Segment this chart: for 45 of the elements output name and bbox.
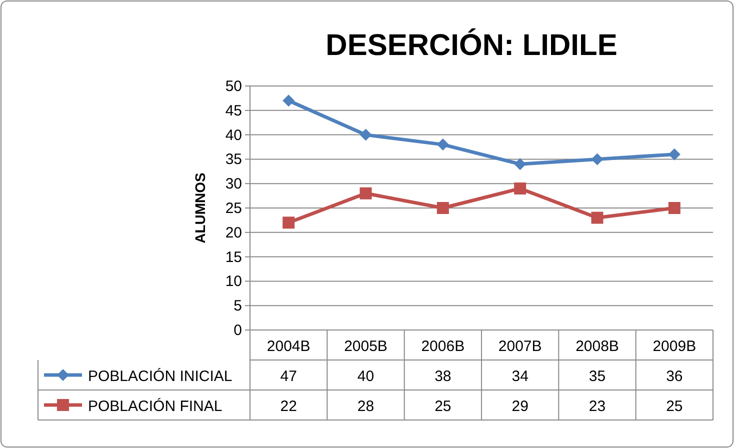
x-tick-label: 2006B [421, 338, 465, 355]
y-tick-label: 45 [225, 102, 242, 120]
data-label: 35 [588, 368, 606, 385]
x-tick-label: 2004B [266, 338, 310, 355]
data-label: 36 [666, 368, 683, 385]
data-label: 28 [357, 398, 374, 415]
point [668, 202, 680, 214]
point [514, 158, 526, 170]
x-tick-label: 2005B [344, 338, 388, 355]
legend-label: POBLACIÓN INICIAL [88, 367, 232, 385]
y-axis-title: ALUMNOS [192, 172, 208, 244]
y-tick-label: 0 [234, 322, 242, 339]
data-label: 25 [434, 398, 452, 415]
y-tick-label: 5 [234, 298, 242, 315]
x-tick-label: 2009B [652, 338, 696, 355]
point [282, 94, 295, 107]
data-label: 29 [512, 398, 528, 415]
point [591, 212, 604, 224]
point [436, 138, 449, 151]
point [591, 153, 604, 166]
y-tick-label: 40 [225, 126, 242, 144]
y-tick-label: 15 [225, 248, 242, 266]
data-label: 23 [588, 398, 606, 415]
data-label: 22 [280, 398, 297, 415]
data-label: 25 [666, 398, 683, 415]
y-tick-label: 20 [225, 224, 242, 242]
y-tick-label: 30 [225, 176, 242, 193]
data-label: 40 [357, 368, 374, 385]
y-tick-label: 35 [225, 151, 242, 168]
y-tick-label: 50 [225, 78, 242, 95]
data-label: 47 [280, 368, 297, 385]
point [668, 148, 680, 160]
point [514, 182, 526, 194]
data-label: 34 [512, 368, 528, 385]
x-tick-label: 2008B [576, 338, 619, 355]
y-tick-label: 10 [225, 273, 242, 290]
point [282, 216, 295, 229]
legend-label: POBLACIÓN FINAL [88, 397, 222, 415]
point [360, 128, 372, 141]
x-tick-label: 2007B [498, 338, 542, 355]
point [436, 202, 449, 214]
point [360, 187, 372, 200]
data-label: 38 [434, 368, 452, 385]
chart-title: DESERCIÓN: LIDILE [326, 28, 618, 62]
y-tick-label: 25 [225, 200, 242, 217]
